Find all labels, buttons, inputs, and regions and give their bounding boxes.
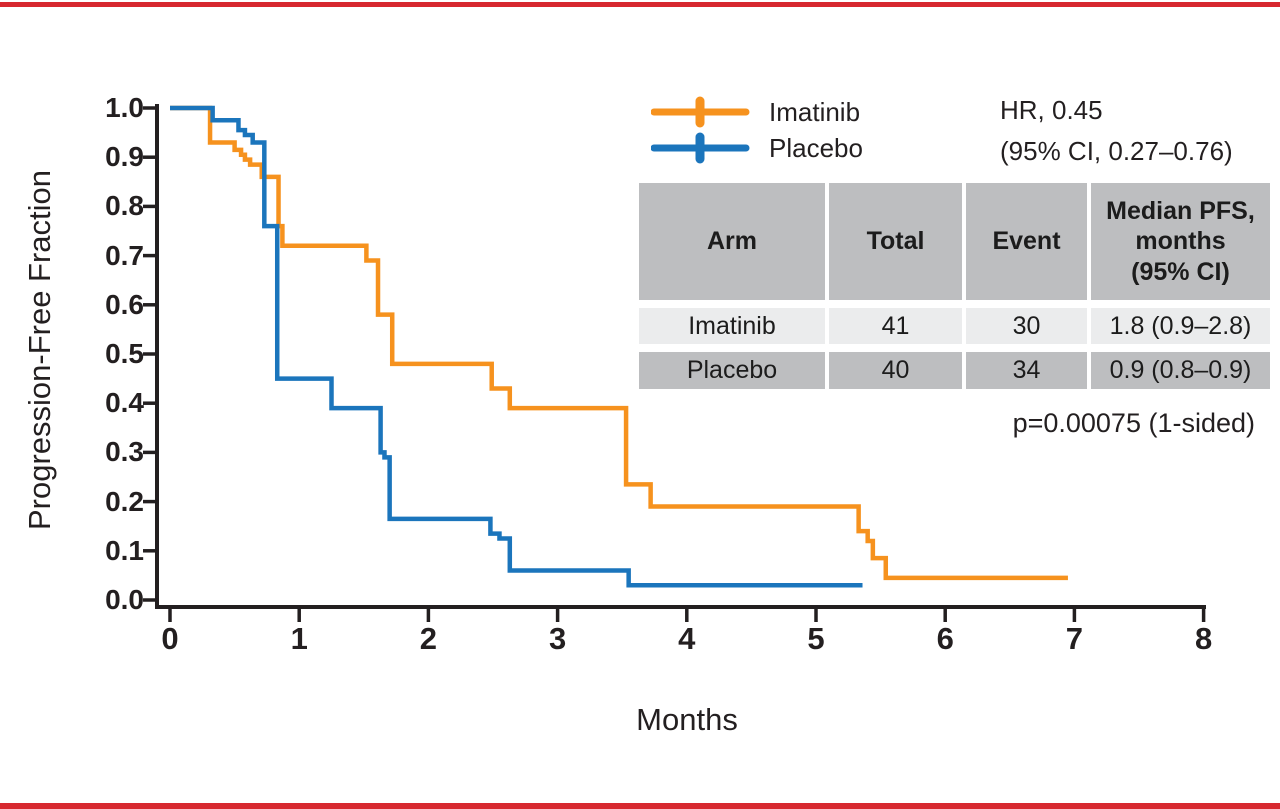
x-tick-label: 3 (548, 621, 567, 656)
bottom-accent-bar (0, 803, 1280, 809)
table-header-cell: Arm (639, 183, 825, 300)
legend-entry-imatinib: Imatinib (651, 95, 860, 129)
y-tick-label: 0.0 (105, 584, 144, 615)
x-tick-label: 5 (807, 621, 825, 656)
table-header-cell: Total (829, 183, 962, 300)
table-header-cell: Median PFS, months (95% CI) (1091, 183, 1270, 300)
table-cell: 30 (966, 308, 1087, 344)
pfs-summary-table: Arm Total Event Median PFS, months (95% CI)… (639, 183, 1270, 389)
hazard-ratio-value: HR, 0.45 (1000, 95, 1103, 125)
legend-label-placebo: Placebo (769, 132, 863, 163)
legend-entry-placebo: Placebo (651, 131, 863, 165)
imatinib-censor-marker-icon (651, 96, 750, 128)
y-tick-label: 0.7 (105, 239, 144, 271)
table-cell: 34 (966, 352, 1087, 389)
hazard-ratio-ci: (95% CI, 0.27–0.76) (1000, 136, 1233, 166)
table-cell: 40 (829, 352, 962, 389)
y-tick-label: 0.6 (105, 288, 144, 320)
y-tick-label: 0.2 (105, 485, 144, 517)
y-tick-label: 0.3 (105, 436, 144, 468)
table-cell: 0.9 (0.8–0.9) (1091, 352, 1270, 389)
y-tick-label: 0.1 (105, 534, 144, 566)
x-axis-title: Months (636, 702, 738, 737)
x-tick-label: 2 (419, 621, 438, 656)
x-tick-label: 8 (1194, 621, 1213, 656)
y-tick-label: 0.8 (105, 190, 144, 222)
imatinib-curve (170, 105, 1068, 581)
x-tick-label: 7 (1065, 621, 1084, 656)
placebo-curve (170, 105, 863, 588)
p-value-annotation: p=0.00075 (1-sided) (1012, 408, 1255, 438)
x-tick-label: 1 (290, 621, 308, 656)
table-cell: Imatinib (639, 308, 825, 344)
y-tick-label: 1.0 (105, 92, 144, 123)
y-tick-label: 0.9 (105, 141, 144, 173)
hazard-ratio-annotation: HR, 0.45 (95% CI, 0.27–0.76) (1000, 90, 1233, 172)
y-axis-title: Progression-Free Fraction (22, 169, 57, 531)
x-tick-label: 4 (678, 621, 696, 656)
legend-label-imatinib: Imatinib (769, 96, 861, 127)
table-header-cell: Event (966, 183, 1087, 300)
table-cell: 41 (829, 308, 962, 344)
table-cell: Placebo (639, 352, 825, 389)
x-tick-label: 6 (936, 621, 954, 656)
table-cell: 1.8 (0.9–2.8) (1091, 308, 1270, 344)
placebo-censor-marker-icon (651, 132, 750, 164)
y-tick-label: 0.4 (105, 387, 144, 419)
x-tick-label: 0 (161, 621, 179, 656)
y-tick-label: 0.5 (105, 338, 144, 369)
top-accent-bar (0, 2, 1280, 7)
